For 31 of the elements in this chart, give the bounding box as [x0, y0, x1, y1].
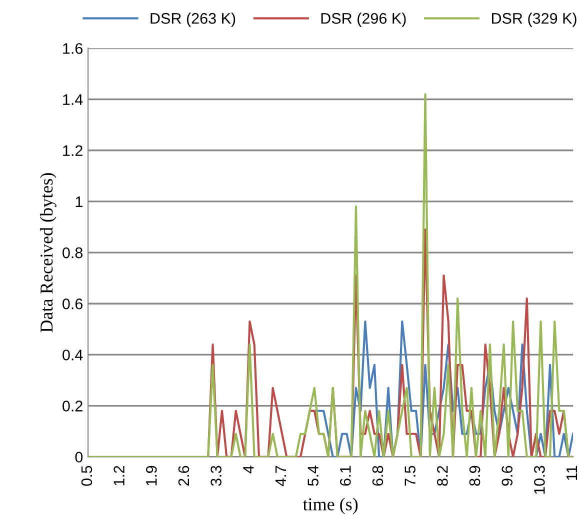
x-tick-label: 6.8: [372, 466, 384, 486]
y-tick-label: 1: [76, 196, 82, 207]
x-tick-label: 4: [243, 466, 254, 474]
x-tick-label: 8.2: [437, 466, 448, 486]
y-tick-label: 1.6: [63, 43, 82, 54]
legend-label: DSR (296 K): [321, 12, 406, 27]
legend-label: DSR (329 K): [492, 12, 576, 27]
y-axis-title: Data Received (bytes): [40, 173, 56, 332]
x-axis-title: time (s): [302, 498, 358, 514]
x-tick-label: 3.3: [210, 466, 222, 486]
y-tick-label: 0.2: [62, 400, 82, 412]
x-tick-label: 0.5: [81, 466, 92, 486]
x-tick-label: 5.4: [308, 466, 318, 486]
y-tick-label: 1.2: [63, 145, 82, 156]
legend-label: DSR (263 K): [150, 12, 236, 27]
x-tick-label: 1.9: [146, 466, 157, 486]
x-tick-label: 8.9: [469, 466, 480, 486]
y-tick-label: 0.4: [62, 350, 83, 360]
y-tick-label: 0.8: [62, 247, 83, 258]
x-tick-label: 7.5: [404, 466, 416, 486]
x-tick-label: 9.6: [502, 466, 513, 486]
y-tick-label: 0.6: [62, 298, 82, 310]
y-tick-label: 1.4: [63, 94, 83, 105]
x-tick-label: 4.7: [275, 466, 286, 486]
x-tick-label: 10.3: [534, 466, 545, 494]
line-series: [308, 320, 574, 457]
x-tick-label: 11: [566, 466, 578, 480]
x-tick-label: 2.6: [178, 466, 190, 486]
x-tick-label: 6.1: [340, 466, 351, 486]
x-tick-label: 1.2: [114, 466, 124, 486]
y-tick-label: 0: [75, 452, 83, 463]
